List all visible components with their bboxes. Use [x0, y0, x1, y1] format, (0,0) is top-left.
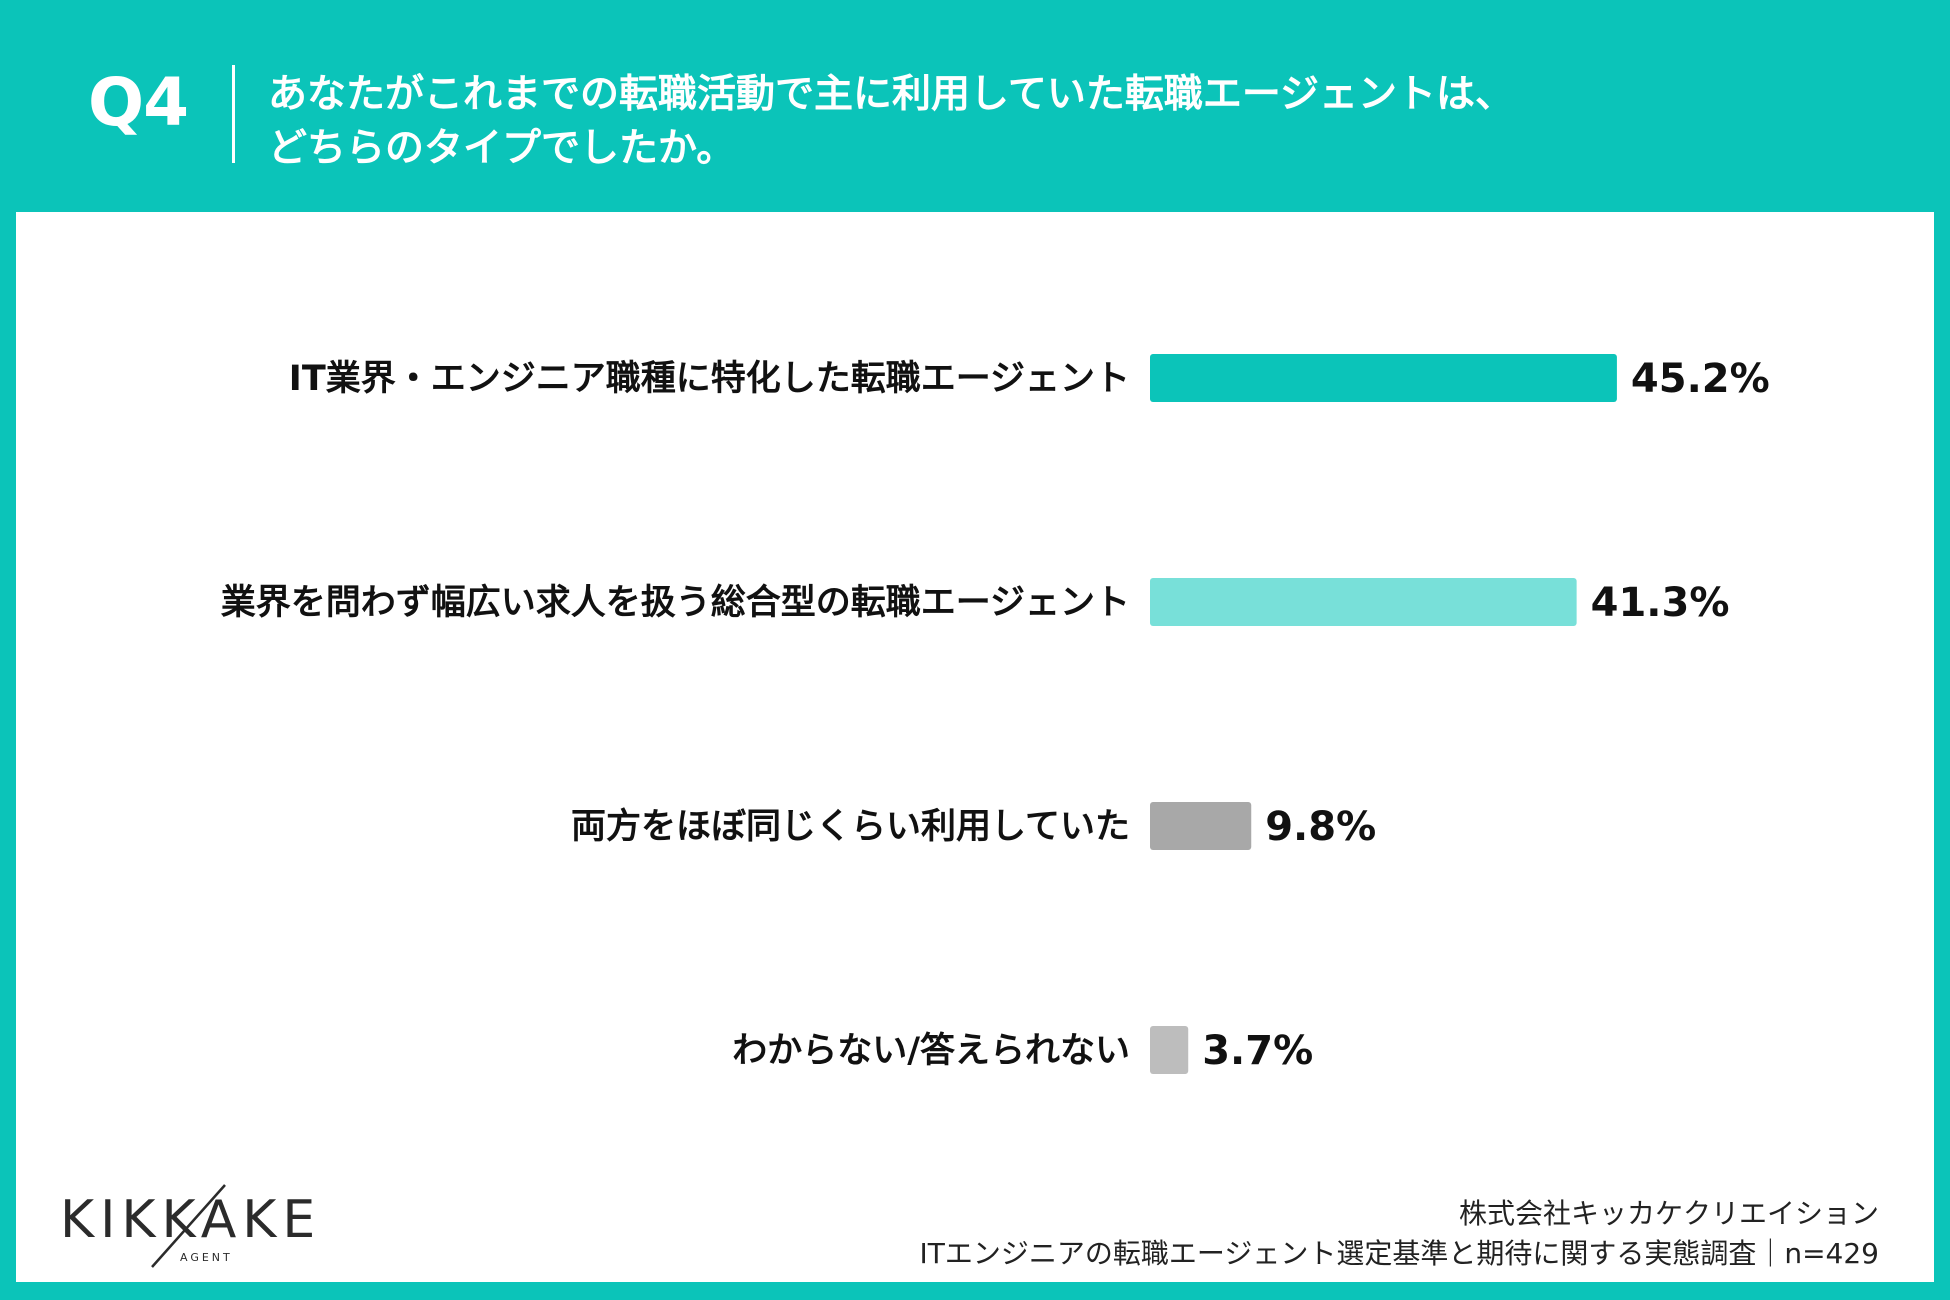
question-title: あなたがこれまでの転職活動で主に利用していた転職エージェントは、 どちらのタイプ…	[268, 68, 1868, 176]
footer-company: 株式会社キッカケクリエイション	[1458, 1197, 1879, 1230]
value-label: 45.2%	[1631, 356, 1770, 402]
bar	[1150, 354, 1617, 402]
logo-wordmark: KIKKAKE	[60, 1190, 321, 1250]
kikkake-logo: KIKKAKE AGENT	[60, 1184, 321, 1268]
question-number: Q4	[88, 64, 189, 141]
question-title-line-1: あなたがこれまでの転職活動で主に利用していた転職エージェントは、	[268, 72, 1515, 117]
footer-survey: ITエンジニアの転職エージェント選定基準と期待に関する実態調査｜n=429	[919, 1237, 1879, 1270]
value-label: 41.3%	[1591, 580, 1730, 626]
question-title-line-2: どちらのタイプでしたか。	[268, 126, 736, 171]
footer: 株式会社キッカケクリエイション ITエンジニアの転職エージェント選定基準と期待に…	[920, 1194, 1879, 1274]
category-label: 両方をほぼ同じくらい利用していた	[571, 807, 1130, 847]
header: Q4 あなたがこれまでの転職活動で主に利用していた転職エージェントは、 どちらの…	[0, 0, 1950, 210]
value-label: 9.8%	[1265, 804, 1376, 850]
bar	[1150, 578, 1577, 626]
bar	[1150, 1026, 1189, 1074]
value-label: 3.7%	[1202, 1028, 1313, 1074]
bar	[1150, 802, 1252, 850]
chart-panel: IT業界・エンジニア職種に特化した転職エージェント 45.2% 業界を問わず幅広い求…	[16, 212, 1934, 1282]
bar-chart: IT業界・エンジニア職種に特化した転職エージェント 45.2% 業界を問わず幅広い求…	[221, 354, 1770, 1074]
logo-subtitle: AGENT	[180, 1251, 233, 1264]
category-label: 業界を問わず幅広い求人を扱う総合型の転職エージェント	[221, 583, 1130, 623]
logo-slash	[151, 1184, 226, 1268]
category-label: IT業界・エンジニア職種に特化した転職エージェント	[289, 359, 1130, 399]
category-label: わからない/答えられない	[732, 1031, 1130, 1071]
header-divider	[232, 65, 235, 163]
